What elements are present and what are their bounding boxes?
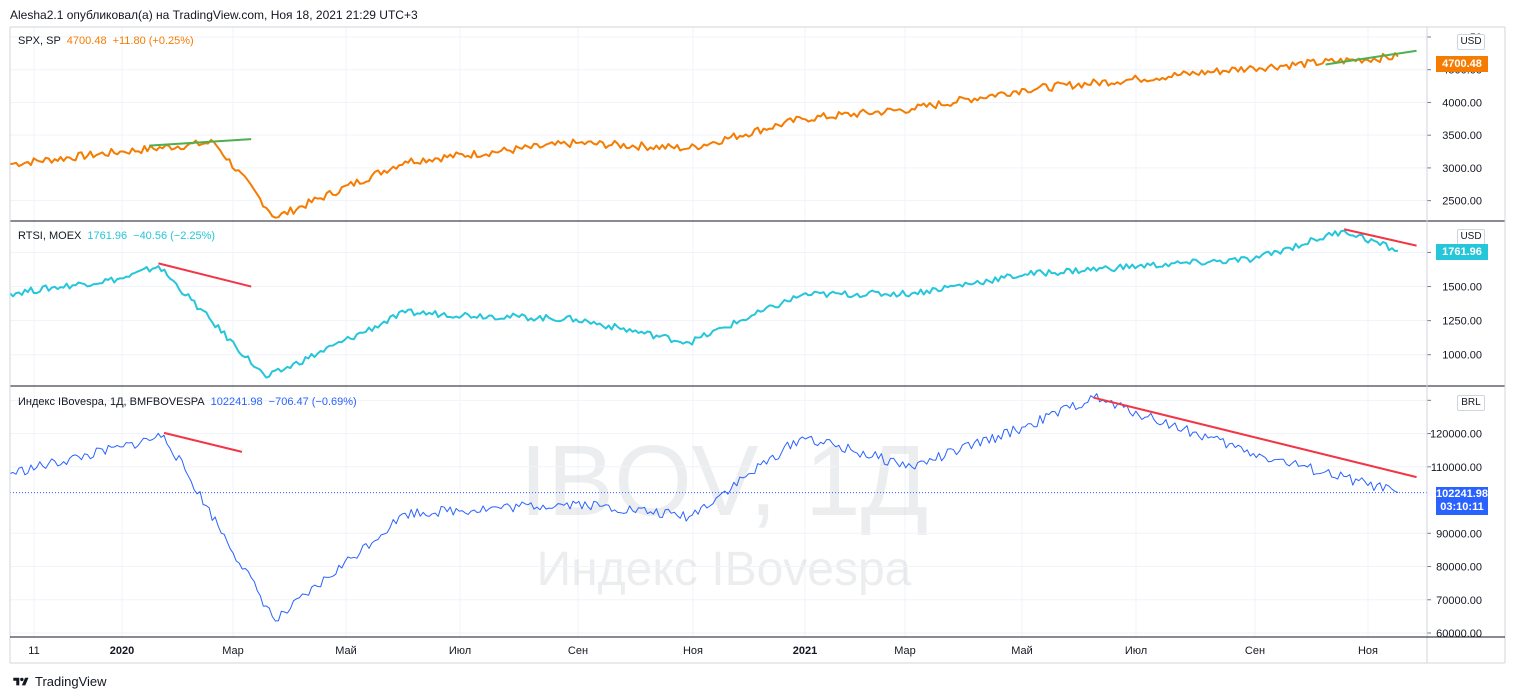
spx-series-line [9,52,1399,219]
trendline-green [149,138,252,147]
spx-last-price-badge: 4700.48 [1436,56,1488,72]
footer-brand[interactable]: TradingView [12,674,107,689]
spx-last: 4700.48 [66,35,107,47]
trendline-red [163,431,243,453]
y-tick-label: 1250.00 [1442,316,1482,328]
rtsi-currency-badge[interactable]: USD [1457,229,1485,245]
rtsi-legend: RTSI, MOEX 1761.96 −40.56 (−2.25%) [18,230,215,242]
y-tick-label: 110000.00 [1431,462,1482,474]
spx-currency-badge[interactable]: USD [1457,34,1485,50]
spx-change: +11.80 (+0.25%) [112,35,194,47]
ibov-last: 102241.98 [210,396,263,408]
footer-brand-label: TradingView [35,674,107,689]
ibov-badge-countdown: 03:10:11 [1440,501,1484,513]
x-tick-label: Июл [449,645,471,657]
trendline-red [1093,396,1417,479]
y-tick-label: 3000.00 [1442,163,1482,175]
x-tick-label: Мар [222,645,244,657]
rtsi-last: 1761.96 [87,230,128,242]
x-tick-label: 11 [28,645,39,657]
ibov-currency-badge[interactable]: BRL [1457,395,1485,411]
ibov-symbol: Индекс IBovespa, 1Д, BMFBOVESPA [18,396,205,408]
x-tick-label: Июл [1125,645,1147,657]
x-tick-label: Ноя [1358,645,1378,657]
tradingview-logo-icon [13,677,29,685]
y-tick-label: 120000.00 [1430,429,1482,441]
x-tick-label: Ноя [683,645,703,657]
rtsi-change: −40.56 (−2.25%) [133,230,216,242]
watermark-subtitle: Индекс IBovespa [537,543,912,596]
x-tick-label: Сен [1245,645,1265,657]
spx-legend: SPX, SP 4700.48 +11.80 (+0.25%) [18,35,194,47]
x-tick-label: Мар [894,645,916,657]
trendline-green [1325,49,1417,66]
spx-symbol: SPX, SP [18,35,61,47]
y-tick-label: 70000.00 [1436,595,1482,607]
x-tick-label: Сен [568,645,588,657]
ibov-badge-price: 102241.98 [1436,488,1488,500]
x-tick-label: Май [335,645,357,657]
publish-header: Alesha2.1 опубликовал(а) на TradingView.… [10,8,418,22]
y-tick-label: 1000.00 [1442,350,1482,362]
trendline-red [158,262,252,288]
y-tick-label: 1500.00 [1442,282,1482,294]
x-tick-label: Май [1011,645,1033,657]
rtsi-symbol: RTSI, MOEX [18,230,82,242]
y-tick-label: 3500.00 [1442,130,1482,142]
trendline-red [1343,228,1417,247]
rtsi-series-line [9,229,1399,379]
ibov-legend: Индекс IBovespa, 1Д, BMFBOVESPA 102241.9… [18,396,357,408]
watermark-title: IBOV, 1Д [520,425,929,537]
y-tick-label: 90000.00 [1436,528,1482,540]
ibov-last-price-badge: 102241.98 03:10:11 [1436,487,1488,515]
y-tick-label: 4000.00 [1442,97,1482,109]
ibov-series-line [9,393,1399,622]
y-tick-label: 80000.00 [1436,562,1482,574]
ibov-change: −706.47 (−0.69%) [268,396,357,408]
rtsi-last-price-badge: 1761.96 [1436,244,1488,260]
y-tick-label: 2500.00 [1442,196,1482,208]
x-tick-label: 2020 [110,645,134,657]
x-tick-label: 2021 [793,645,817,657]
y-tick-label: 60000.00 [1436,628,1482,640]
